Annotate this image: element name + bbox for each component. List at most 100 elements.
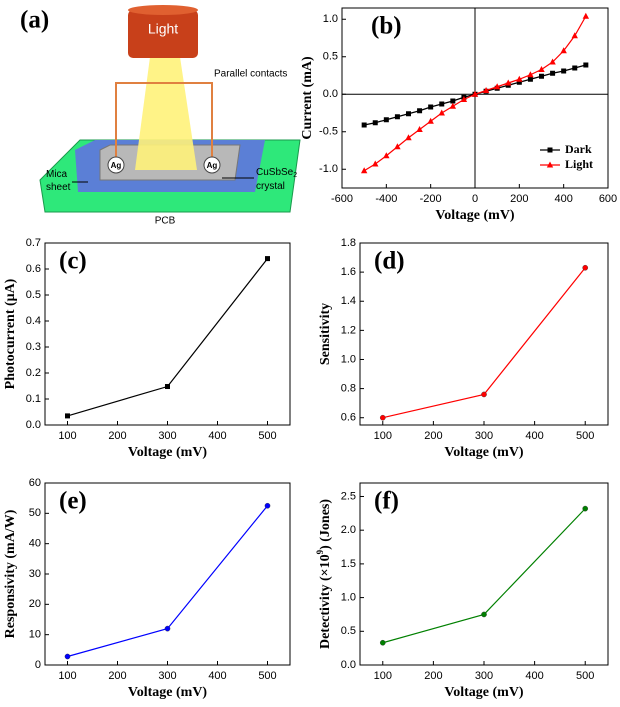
- x-tick-label: 300: [475, 670, 493, 682]
- y-tick-label: 0.8: [341, 383, 356, 395]
- panel-label: (d): [374, 248, 405, 275]
- y-tick-label: 2.5: [341, 490, 356, 502]
- marker: [406, 111, 411, 117]
- marker: [547, 147, 553, 153]
- crystal-label-part: crystal: [256, 181, 285, 192]
- marker: [439, 101, 445, 107]
- panel-label: (c): [59, 248, 87, 275]
- data-line: [382, 508, 586, 644]
- marker: [505, 79, 512, 86]
- marker: [165, 384, 170, 390]
- y-tick-label: 0.4: [26, 315, 41, 327]
- marker: [583, 62, 589, 68]
- marker: [372, 120, 378, 126]
- schematic: (a) Light Parallel contacts Ag Ag CuSbSe…: [20, 5, 301, 227]
- y-tick-label: 40: [29, 538, 41, 550]
- marker: [379, 639, 386, 646]
- y-tick-label: 2.0: [341, 524, 356, 536]
- marker: [460, 96, 468, 102]
- y-axis-label: Responsivity (mA/W): [3, 509, 18, 638]
- marker: [416, 126, 423, 132]
- y-tick-label: 0: [35, 659, 41, 671]
- panel-label: (b): [371, 13, 402, 40]
- marker: [516, 79, 522, 85]
- marker: [549, 58, 556, 65]
- x-tick-label: 200: [424, 430, 442, 442]
- marker: [481, 391, 487, 398]
- crystal-label-part: CuSbSe: [256, 167, 294, 178]
- y-tick-label: 20: [29, 598, 41, 610]
- marker: [550, 70, 556, 76]
- marker: [582, 264, 589, 271]
- y-tick-label: 1.0: [341, 591, 356, 603]
- marker: [164, 625, 171, 632]
- x-tick-label: 500: [576, 670, 594, 682]
- x-tick-label: 400: [554, 193, 572, 205]
- y-tick-label: 0.1: [26, 393, 41, 405]
- y-tick-label: 50: [29, 507, 41, 519]
- marker: [264, 502, 271, 509]
- marker: [582, 12, 590, 19]
- ag-contact: [203, 156, 221, 174]
- lamp: [128, 10, 198, 58]
- y-tick-label: 0.5: [26, 289, 41, 301]
- x-axis-label: Voltage (mV): [128, 445, 208, 460]
- marker: [394, 143, 401, 150]
- marker: [482, 87, 490, 93]
- panel-label: (e): [59, 488, 87, 515]
- y-tick-label: 10: [29, 629, 41, 641]
- y-tick-label: 0.6: [26, 263, 41, 275]
- marker: [539, 73, 544, 79]
- x-tick-label: 500: [258, 670, 276, 682]
- x-tick-label: 200: [510, 193, 528, 205]
- contact-wire: [115, 82, 213, 163]
- lamp-top: [128, 5, 198, 15]
- y-tick-label: 0.0: [26, 419, 41, 431]
- y-tick-label: 0.0: [341, 659, 356, 671]
- marker: [265, 256, 270, 262]
- mica-label-part: sheet: [46, 182, 71, 193]
- y-tick-label: 1.0: [323, 13, 338, 25]
- x-axis-label: Voltage (mV): [128, 685, 208, 700]
- x-tick-label: 100: [58, 670, 76, 682]
- x-tick-label: 400: [525, 430, 543, 442]
- marker: [383, 117, 389, 123]
- ag-contact: [107, 156, 125, 174]
- marker: [428, 104, 434, 110]
- y-axis-label: Photocurrent (μA): [3, 278, 18, 389]
- marker: [360, 167, 368, 174]
- marker: [417, 108, 423, 114]
- y-tick-label: 1.8: [341, 237, 356, 249]
- marker: [546, 161, 554, 168]
- marker: [65, 413, 70, 419]
- marker: [405, 134, 412, 141]
- y-axis-label-part: 9: [315, 549, 325, 554]
- legend-label: Light: [565, 157, 593, 171]
- y-tick-label: 30: [29, 568, 41, 580]
- y-tick-label: 0.3: [26, 341, 41, 353]
- marker: [527, 76, 533, 82]
- legend-label: Dark: [565, 142, 592, 156]
- marker: [561, 68, 567, 74]
- x-tick-label: 100: [374, 670, 392, 682]
- y-tick-label: 1.6: [341, 266, 356, 278]
- marker: [527, 71, 534, 78]
- x-tick-label: 200: [108, 670, 126, 682]
- x-tick-label: 600: [599, 193, 617, 205]
- x-axis-label: Voltage (mV): [444, 685, 524, 700]
- crystal-label-sub: 2: [293, 172, 297, 179]
- y-tick-label: -1.0: [319, 163, 338, 175]
- marker: [427, 117, 434, 124]
- x-tick-label: 400: [525, 670, 543, 682]
- panel-label: (a): [20, 7, 49, 34]
- x-tick-label: 400: [208, 430, 226, 442]
- x-tick-label: 100: [58, 430, 76, 442]
- y-axis-label: Detectivity (×109) (Jones): [315, 499, 333, 649]
- marker: [582, 505, 589, 512]
- ag-label: Ag: [111, 161, 122, 170]
- x-axis-label: Voltage (mV): [444, 445, 524, 460]
- x-tick-label: 200: [108, 430, 126, 442]
- marker: [471, 90, 479, 97]
- marker: [538, 66, 545, 72]
- y-tick-label: 0.5: [323, 51, 338, 63]
